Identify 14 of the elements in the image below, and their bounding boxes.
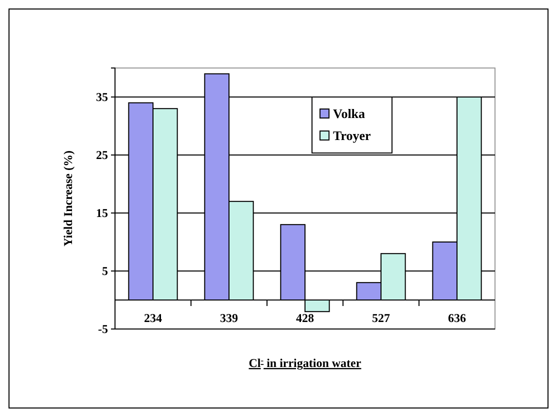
y-tick-label: -5 (98, 322, 108, 336)
y-axis-title: Yield Increase (%) (61, 150, 75, 246)
x-tick-label: 428 (296, 311, 314, 326)
y-tick-label: 25 (96, 148, 108, 162)
x-axis-title: Cl$^{-}$ in irrigation water (248, 356, 362, 370)
x-tick-label: 234 (144, 311, 162, 326)
y-tick-label: 35 (96, 90, 108, 104)
x-tick-label: 527 (372, 311, 390, 326)
legend-label: Troyer (333, 128, 372, 143)
x-tick-label: 339 (220, 311, 238, 326)
x-tick-label: 636 (448, 311, 466, 326)
legend-label: Volka (333, 106, 366, 121)
y-tick-label: 15 (96, 206, 108, 220)
y-tick-label: 5 (102, 264, 108, 278)
